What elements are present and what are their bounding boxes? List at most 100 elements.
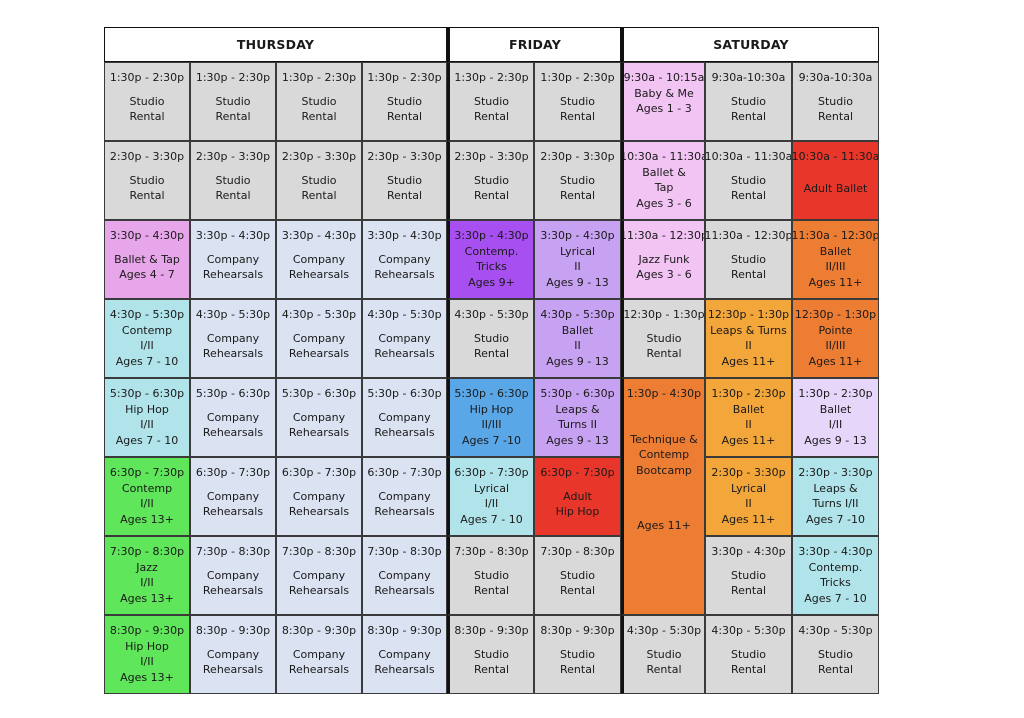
- class-detail: Studio: [730, 173, 767, 187]
- class-detail: Rental: [818, 110, 853, 123]
- class-cell: 2:30p - 3:30p Studio Rental: [362, 141, 447, 220]
- class-cell: 9:30a-10:30a Studio Rental: [792, 62, 879, 141]
- class-detail: II: [745, 497, 752, 510]
- class-detail: Rehearsals: [288, 505, 350, 518]
- class-cell: 9:30a - 10:15a Baby & Me Ages 1 - 3: [621, 62, 705, 141]
- class-detail: Rental: [731, 584, 766, 597]
- class-time: 11:30a - 12:30p: [792, 229, 879, 242]
- class-detail: Rehearsals: [202, 347, 264, 360]
- day-header-friday: FRIDAY: [447, 27, 621, 62]
- class-detail: Ages 9+: [468, 275, 515, 289]
- class-detail: Rental: [560, 110, 595, 123]
- class-cell: 3:30p - 4:30p Company Rehearsals: [362, 220, 447, 299]
- class-time: 12:30p - 1:30p: [623, 308, 705, 321]
- class-cell: 1:30p - 2:30p Studio Rental: [104, 62, 190, 141]
- class-time: 3:30p - 4:30p: [195, 229, 271, 242]
- class-detail: Ballet: [819, 244, 852, 258]
- class-cell: 10:30a - 11:30a Studio Rental: [705, 141, 792, 220]
- class-cell: 1:30p - 2:30p Ballet I/II Ages 9 - 13: [792, 378, 879, 457]
- class-cell: 1:30p - 2:30p Studio Rental: [447, 62, 534, 141]
- class-detail: Pointe: [818, 323, 853, 337]
- class-cell: 12:30p - 1:30p Studio Rental: [621, 299, 705, 378]
- class-detail: Ages 7 - 10: [804, 591, 867, 605]
- class-detail: Studio: [559, 173, 596, 187]
- class-detail: Leaps &: [555, 402, 600, 416]
- class-cell: 11:30a - 12:30p Studio Rental: [705, 220, 792, 299]
- class-detail: Adult: [563, 489, 592, 503]
- class-time: 4:30p - 5:30p: [454, 308, 529, 321]
- class-detail: Leaps &: [813, 481, 858, 495]
- class-detail: Studio: [129, 173, 165, 187]
- class-detail: Studio: [559, 568, 596, 582]
- class-detail: Rehearsals: [288, 584, 350, 597]
- class-detail: Rehearsals: [202, 584, 264, 597]
- class-detail: Studio: [646, 331, 682, 345]
- class-detail: Hip Hop: [125, 639, 169, 653]
- class-detail: Company: [378, 252, 431, 266]
- class-time: 7:30p - 8:30p: [281, 545, 357, 558]
- class-detail: Studio: [730, 94, 767, 108]
- class-detail: Company: [378, 647, 431, 661]
- class-cell: 1:30p - 2:30p Ballet II Ages 11+: [705, 378, 792, 457]
- class-detail: Rental: [129, 189, 165, 202]
- class-detail: Rehearsals: [288, 426, 350, 439]
- class-detail: II: [745, 418, 752, 431]
- class-cell: 1:30p - 2:30p Studio Rental: [190, 62, 276, 141]
- class-detail: Rental: [646, 347, 682, 360]
- class-cell: 2:30p - 3:30p Studio Rental: [447, 141, 534, 220]
- class-detail: Rehearsals: [374, 663, 435, 676]
- class-detail: Contemp.: [808, 560, 863, 574]
- class-cell: 8:30p - 9:30p Company Rehearsals: [276, 615, 362, 694]
- class-detail: Ages 13+: [120, 591, 174, 605]
- class-detail: Studio: [730, 568, 767, 582]
- class-cell: 2:30p - 3:30p Studio Rental: [190, 141, 276, 220]
- class-time: 1:30p - 2:30p: [711, 387, 786, 400]
- class-detail: Jazz: [136, 560, 158, 574]
- class-detail: Company: [206, 568, 260, 582]
- class-time: 11:30a - 12:30p: [705, 229, 792, 242]
- class-time: 1:30p - 2:30p: [367, 71, 442, 84]
- class-cell: 4:30p - 5:30p Company Rehearsals: [362, 299, 447, 378]
- class-detail: Rental: [818, 663, 853, 676]
- class-time: 4:30p - 5:30p: [109, 308, 185, 321]
- class-detail: Studio: [473, 94, 510, 108]
- class-time: 6:30p - 7:30p: [454, 466, 529, 479]
- class-time: 3:30p - 4:30p: [540, 229, 615, 242]
- class-cell: 2:30p - 3:30p Studio Rental: [276, 141, 362, 220]
- class-detail: Ages 9 - 13: [546, 354, 609, 368]
- class-cell: 5:30p - 6:30p Company Rehearsals: [190, 378, 276, 457]
- class-detail: Rehearsals: [288, 268, 350, 281]
- class-time: 4:30p - 5:30p: [367, 308, 442, 321]
- class-time: 3:30p - 4:30p: [367, 229, 442, 242]
- class-cell: 8:30p - 9:30p Company Rehearsals: [190, 615, 276, 694]
- class-time: 6:30p - 7:30p: [540, 466, 615, 479]
- class-detail: Ballet: [561, 323, 594, 337]
- class-cell: 4:30p - 5:30p Studio Rental: [621, 615, 705, 694]
- class-cell: 2:30p - 3:30p Lyrical II Ages 11+: [705, 457, 792, 536]
- class-time: 8:30p - 9:30p: [195, 624, 271, 637]
- class-detail: Company: [206, 489, 260, 503]
- class-detail: Company: [292, 647, 346, 661]
- class-cell: 6:30p - 7:30p Company Rehearsals: [362, 457, 447, 536]
- class-detail: II: [574, 260, 581, 273]
- class-detail: Company: [206, 252, 260, 266]
- class-time: 9:30a - 10:15a: [623, 71, 705, 84]
- class-cell: 11:30a - 12:30p Jazz Funk Ages 3 - 6: [621, 220, 705, 299]
- class-detail: Ages 7 -10: [806, 512, 865, 526]
- class-detail: Studio: [301, 173, 337, 187]
- class-time: 6:30p - 7:30p: [281, 466, 357, 479]
- class-time: 8:30p - 9:30p: [367, 624, 442, 637]
- class-detail: II: [745, 339, 752, 352]
- class-cell: 6:30p - 7:30p Company Rehearsals: [190, 457, 276, 536]
- class-detail: Studio: [473, 331, 510, 345]
- class-detail: Rental: [215, 189, 251, 202]
- class-detail: Lyrical: [730, 481, 767, 495]
- class-detail: II/III: [825, 260, 846, 273]
- class-time: 4:30p - 5:30p: [281, 308, 357, 321]
- class-detail: Tricks: [476, 260, 507, 273]
- class-cell: 3:30p - 4:30p Lyrical II Ages 9 - 13: [534, 220, 621, 299]
- class-cell: 7:30p - 8:30p Company Rehearsals: [276, 536, 362, 615]
- class-detail: Ages 11+: [721, 354, 776, 368]
- class-detail: Rental: [731, 268, 766, 281]
- class-detail: Studio: [473, 568, 510, 582]
